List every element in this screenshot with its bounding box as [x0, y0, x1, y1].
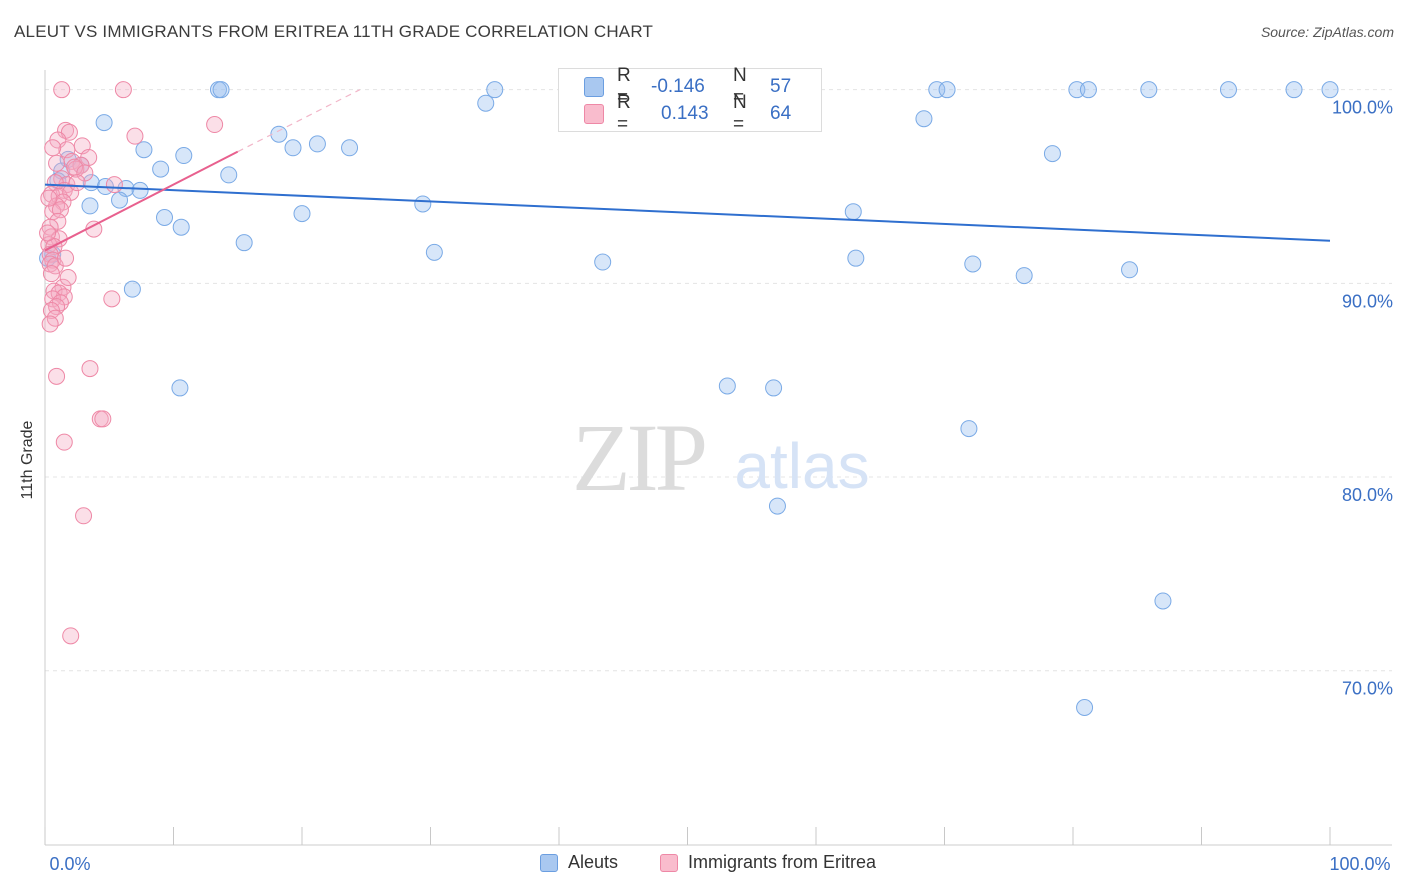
aleut-point — [1219, 81, 1237, 99]
aleut-point — [1079, 81, 1097, 99]
eritrea-point — [39, 224, 57, 242]
eritrea-point — [103, 290, 121, 308]
legend-label: Aleuts — [568, 852, 619, 872]
aleut-point — [1140, 81, 1158, 99]
eritrea-point — [53, 81, 71, 99]
aleut-point — [1121, 261, 1139, 279]
eritrea-swatch — [584, 104, 604, 124]
aleut-point — [960, 420, 978, 438]
n-value: 57 — [770, 76, 792, 97]
r-label: R = — [617, 65, 631, 108]
aleut-point — [486, 81, 504, 99]
eritrea-point — [59, 269, 77, 287]
aleut-point — [1321, 81, 1339, 99]
aleut-point — [765, 379, 783, 397]
aleut-point — [95, 114, 113, 132]
aleut-point — [425, 243, 443, 261]
aleut-point — [477, 94, 495, 112]
aleut-point — [1285, 81, 1303, 99]
eritrea-trend-extension — [237, 89, 361, 153]
eritrea-point — [105, 176, 123, 194]
eritrea-point — [48, 367, 66, 385]
aleut-point — [718, 377, 736, 395]
y-tick-label: 70.0% — [1342, 679, 1393, 699]
aleut-point — [171, 379, 189, 397]
eritrea-point — [40, 189, 58, 207]
y-tick-label: 90.0% — [1342, 291, 1393, 311]
eritrea-point — [206, 116, 224, 134]
eritrea-point — [44, 139, 62, 157]
aleut-point — [928, 81, 946, 99]
aleut-point — [235, 234, 253, 252]
y-tick-label: 100.0% — [1332, 98, 1393, 118]
aleut-point — [1154, 592, 1172, 610]
aleut-point — [594, 253, 612, 271]
n-label: N = — [733, 65, 747, 108]
aleut-point — [308, 135, 326, 153]
n-label: N = — [733, 92, 747, 135]
eritrea-point — [75, 507, 93, 525]
aleut-point — [1015, 267, 1033, 285]
eritrea-point — [62, 627, 80, 645]
r-label: R = — [617, 92, 631, 135]
aleut-point — [152, 160, 170, 178]
aleut-point — [938, 81, 956, 99]
n-value: 64 — [770, 103, 792, 124]
eritrea-point — [55, 433, 73, 451]
aleut-point — [341, 139, 359, 157]
watermark-atlas: atlas — [734, 430, 869, 502]
aleut-point — [220, 166, 238, 184]
aleut-point — [135, 141, 153, 159]
aleut-point — [284, 139, 302, 157]
aleut-point — [768, 497, 786, 515]
r-value: -0.146 — [651, 76, 705, 97]
eritrea-point — [126, 127, 144, 145]
chart-title: ALEUT VS IMMIGRANTS FROM ERITREA 11TH GR… — [14, 22, 654, 41]
watermark-zip: ZIP — [572, 404, 705, 511]
eritrea-point — [48, 154, 66, 172]
eritrea-point — [114, 81, 132, 99]
aleut-point — [414, 195, 432, 213]
aleut-point — [270, 125, 288, 143]
y-tick-label: 80.0% — [1342, 485, 1393, 505]
aleut-point — [81, 197, 99, 215]
eritrea-point — [81, 360, 99, 378]
eritrea-point — [57, 249, 75, 267]
aleut-point — [964, 255, 982, 273]
eritrea-point — [41, 315, 59, 333]
source-label: Source: ZipAtlas.com — [1260, 24, 1394, 40]
aleut-trend-line — [44, 183, 1331, 242]
aleut-point — [847, 249, 865, 267]
aleuts-swatch — [540, 853, 558, 872]
aleut-point — [131, 181, 149, 199]
aleut-point — [111, 191, 129, 209]
aleut-point — [293, 205, 311, 223]
aleut-point — [915, 110, 933, 128]
x-tick-label: 100.0% — [1329, 854, 1390, 874]
eritrea-swatch — [660, 853, 678, 872]
stats-legend: R = -0.146 N = 57 R = 0.143 N = 64 — [558, 65, 822, 135]
aleut-point — [212, 81, 230, 99]
r-value: 0.143 — [661, 103, 709, 124]
eritrea-point — [42, 265, 60, 283]
legend-item-aleuts[interactable]: Aleuts — [540, 852, 618, 873]
aleut-point — [1068, 81, 1086, 99]
legend-item-eritrea[interactable]: Immigrants from Eritrea — [660, 852, 876, 873]
eritrea-point — [94, 410, 112, 428]
x-tick-label: 0.0% — [49, 854, 90, 874]
aleuts-swatch — [584, 77, 604, 97]
eritrea-point — [42, 301, 60, 319]
aleut-point — [172, 218, 190, 236]
bottom-legend: Aleuts Immigrants from Eritrea — [0, 852, 1406, 878]
eritrea-point — [68, 174, 86, 192]
aleut-point — [175, 147, 193, 165]
aleut-point — [1076, 698, 1094, 716]
legend-label: Immigrants from Eritrea — [688, 852, 877, 872]
aleut-point — [123, 280, 141, 298]
aleut-point — [156, 209, 174, 227]
aleut-point — [844, 203, 862, 221]
aleut-point — [1043, 145, 1061, 163]
eritrea-trend-line — [44, 150, 239, 252]
